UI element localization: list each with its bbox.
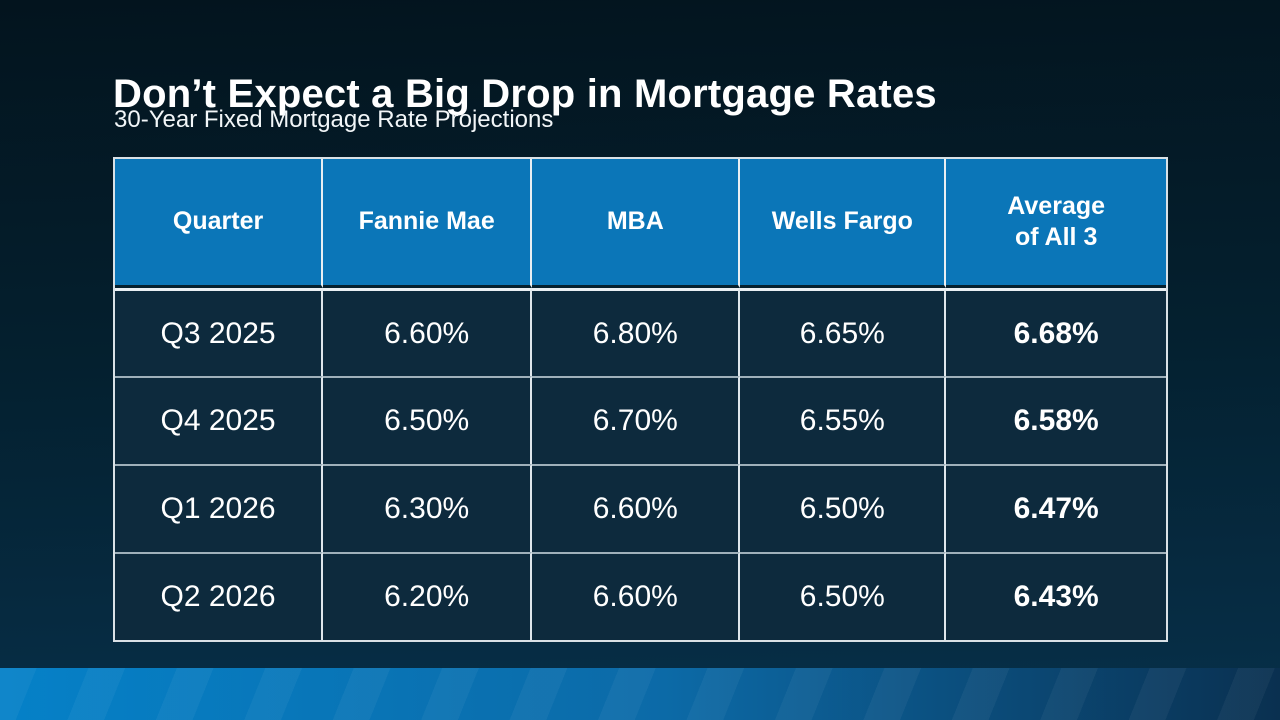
cell-average: 6.43% <box>946 552 1166 640</box>
table-row: Q3 2025 6.60% 6.80% 6.65% 6.68% <box>115 288 1166 376</box>
table-row: Q4 2025 6.50% 6.70% 6.55% 6.58% <box>115 376 1166 464</box>
cell-quarter: Q4 2025 <box>115 376 324 464</box>
cell-wells-fargo: 6.55% <box>740 376 947 464</box>
cell-average: 6.58% <box>946 376 1166 464</box>
projections-table-container: Quarter Fannie Mae MBA Wells Fargo Avera… <box>113 157 1168 642</box>
cell-mba: 6.80% <box>532 288 741 376</box>
header-cell-average: Average of All 3 <box>946 159 1166 288</box>
cell-average: 6.68% <box>946 288 1166 376</box>
header-cell-wells-fargo: Wells Fargo <box>740 159 947 288</box>
projections-table: Quarter Fannie Mae MBA Wells Fargo Avera… <box>113 157 1168 642</box>
cell-average: 6.47% <box>946 464 1166 552</box>
page-subtitle: 30-Year Fixed Mortgage Rate Projections <box>114 106 554 133</box>
header-cell-fannie-mae: Fannie Mae <box>323 159 533 288</box>
cell-wells-fargo: 6.50% <box>740 464 947 552</box>
footer-accent-bar <box>0 668 1280 720</box>
cell-wells-fargo: 6.50% <box>740 552 947 640</box>
cell-fannie-mae: 6.60% <box>323 288 533 376</box>
table-row: Q1 2026 6.30% 6.60% 6.50% 6.47% <box>115 464 1166 552</box>
cell-mba: 6.70% <box>532 376 741 464</box>
cell-fannie-mae: 6.20% <box>323 552 533 640</box>
cell-quarter: Q1 2026 <box>115 464 324 552</box>
cell-quarter: Q3 2025 <box>115 288 324 376</box>
page-title: Don’t Expect a Big Drop in Mortgage Rate… <box>113 71 937 116</box>
cell-mba: 6.60% <box>532 552 741 640</box>
cell-mba: 6.60% <box>532 464 741 552</box>
header-cell-mba: MBA <box>532 159 741 288</box>
cell-wells-fargo: 6.65% <box>740 288 947 376</box>
cell-fannie-mae: 6.30% <box>323 464 533 552</box>
table-header-row: Quarter Fannie Mae MBA Wells Fargo Avera… <box>115 159 1166 288</box>
header-cell-quarter: Quarter <box>115 159 324 288</box>
cell-quarter: Q2 2026 <box>115 552 324 640</box>
cell-fannie-mae: 6.50% <box>323 376 533 464</box>
table-row: Q2 2026 6.20% 6.60% 6.50% 6.43% <box>115 552 1166 640</box>
